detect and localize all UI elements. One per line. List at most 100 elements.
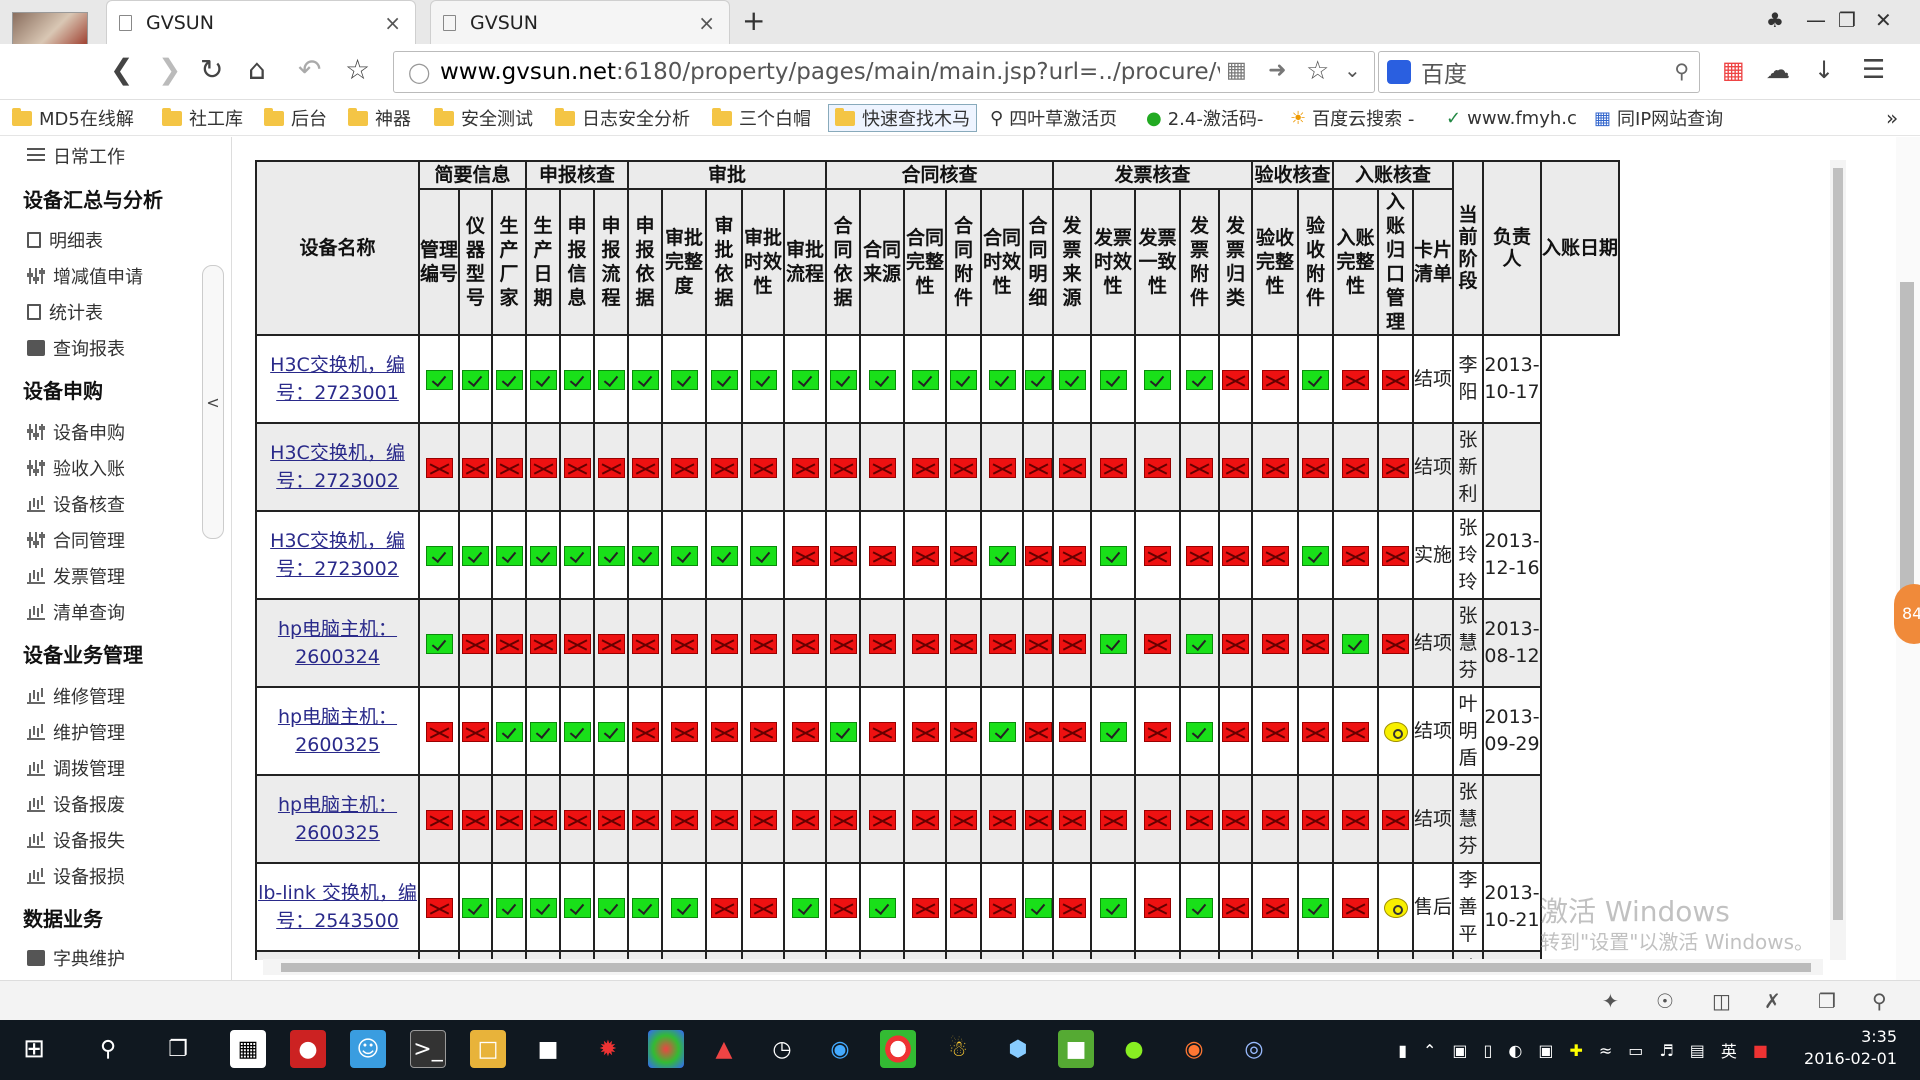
check-fail-icon[interactable] [462, 721, 489, 742]
check-pass-icon[interactable] [1024, 369, 1052, 390]
check-fail-icon[interactable] [1342, 721, 1369, 742]
check-fail-icon[interactable] [1302, 721, 1329, 742]
clock[interactable]: 3:35 2016-02-01 [1804, 1027, 1897, 1068]
lightning-icon[interactable]: ➜ [1268, 58, 1287, 83]
check-fail-icon[interactable] [911, 457, 939, 478]
chat-icon[interactable]: ☺ [350, 1030, 386, 1068]
sidebar-item-invoice[interactable]: 发票管理 [27, 563, 125, 589]
check-fail-icon[interactable] [1261, 721, 1289, 742]
search-icon[interactable]: ⚲ [99, 1036, 117, 1062]
close-tab-icon[interactable]: × [384, 11, 401, 35]
check-pass-icon[interactable] [749, 369, 777, 390]
check-fail-icon[interactable] [563, 809, 591, 830]
check-fail-icon[interactable] [1222, 369, 1249, 390]
firefox-icon[interactable]: ◉ [1184, 1036, 1204, 1062]
check-fail-icon[interactable] [495, 457, 523, 478]
check-fail-icon[interactable] [1058, 721, 1086, 742]
bookmark-same-ip[interactable]: ▦ 同IP网站查询 [1594, 107, 1724, 131]
volume-icon[interactable]: ♬ [1659, 1040, 1674, 1060]
check-fail-icon[interactable] [911, 897, 939, 918]
check-fail-icon[interactable] [1024, 809, 1052, 830]
restore-button[interactable]: ❐ [1838, 8, 1856, 32]
check-fail-icon[interactable] [1058, 545, 1086, 566]
check-pass-icon[interactable] [597, 545, 625, 566]
check-fail-icon[interactable] [868, 545, 896, 566]
sidebar-item-dictionary[interactable]: 字典维护 [27, 945, 125, 971]
check-fail-icon[interactable] [950, 545, 977, 566]
tray-app-icon[interactable]: ■ [1752, 1040, 1768, 1060]
globe-icon[interactable]: ◎ [1244, 1036, 1264, 1062]
apps-icon[interactable]: ▦ [1722, 56, 1745, 84]
sidebar-item-list-query[interactable]: 清单查询 [27, 599, 125, 625]
check-fail-icon[interactable] [1382, 809, 1409, 830]
check-pass-icon[interactable] [988, 369, 1016, 390]
check-pass-icon[interactable] [1099, 897, 1127, 918]
device-link[interactable]: hp电脑主机：2600324 [277, 618, 398, 668]
check-fail-icon[interactable] [829, 633, 857, 654]
check-pass-icon[interactable] [529, 369, 557, 390]
check-fail-icon[interactable] [710, 897, 738, 918]
address-bar[interactable]: ◯ www.gvsun.net:6180/property/pages/main… [393, 51, 1375, 93]
check-fail-icon[interactable] [462, 809, 489, 830]
check-pass-icon[interactable] [868, 897, 896, 918]
usb-icon[interactable]: ▯ [1483, 1040, 1493, 1060]
check-pass-icon[interactable] [563, 545, 591, 566]
sidebar-item-repair[interactable]: 维修管理 [27, 683, 125, 709]
bookmark-star-icon[interactable]: ☆ [1306, 56, 1330, 86]
check-fail-icon[interactable] [868, 809, 896, 830]
check-pass-icon[interactable] [1302, 545, 1329, 566]
chevron-up-icon[interactable]: ⌃ [1423, 1040, 1437, 1060]
check-pass-icon[interactable] [1186, 369, 1213, 390]
check-fail-icon[interactable] [529, 809, 557, 830]
clock-app-icon[interactable]: ◷ [772, 1036, 792, 1062]
tray-app-icon[interactable]: ▣ [1452, 1040, 1468, 1060]
check-pass-icon[interactable] [1099, 721, 1127, 742]
check-pass-icon[interactable] [1186, 721, 1213, 742]
check-fail-icon[interactable] [988, 457, 1016, 478]
check-pass-icon[interactable] [670, 545, 698, 566]
close-window-button[interactable]: ✕ [1875, 8, 1892, 32]
check-fail-icon[interactable] [1261, 809, 1289, 830]
qq-icon[interactable]: ☃ [948, 1036, 968, 1062]
check-fail-icon[interactable] [1261, 369, 1289, 390]
table-horizontal-scrollbar[interactable] [263, 959, 1823, 975]
check-fail-icon[interactable] [1261, 633, 1289, 654]
bookmark-trojan-finder[interactable]: 快速查找木马 [828, 104, 977, 132]
check-fail-icon[interactable] [1024, 457, 1052, 478]
check-fail-icon[interactable] [1024, 721, 1052, 742]
app-icon[interactable]: ▲ [715, 1036, 733, 1062]
check-fail-icon[interactable] [791, 457, 819, 478]
check-fail-icon[interactable] [1222, 721, 1249, 742]
bookmark-whitehat[interactable]: 三个白帽 [712, 104, 811, 132]
check-fail-icon[interactable] [1144, 721, 1171, 742]
check-pass-icon[interactable] [988, 721, 1016, 742]
check-fail-icon[interactable] [1342, 809, 1369, 830]
check-fail-icon[interactable] [1382, 369, 1409, 390]
sidebar-item-maintenance[interactable]: 维护管理 [27, 719, 125, 745]
check-fail-icon[interactable] [670, 633, 698, 654]
check-pass-icon[interactable] [1302, 369, 1329, 390]
check-pass-icon[interactable] [495, 897, 523, 918]
check-fail-icon[interactable] [1261, 457, 1289, 478]
bookmark-baidu-cloud[interactable]: ☀ 百度云搜索 - [1290, 107, 1415, 131]
check-pass-icon[interactable] [425, 545, 453, 566]
check-fail-icon[interactable] [1024, 545, 1052, 566]
check-fail-icon[interactable] [791, 809, 819, 830]
reload-icon[interactable]: ↻ [200, 53, 224, 86]
check-fail-icon[interactable] [950, 721, 977, 742]
notification-icon[interactable]: ▤ [1689, 1040, 1705, 1060]
check-fail-icon[interactable] [1261, 897, 1289, 918]
check-fail-icon[interactable] [749, 897, 777, 918]
check-fail-icon[interactable] [462, 633, 489, 654]
bookmark-security-test[interactable]: 安全测试 [434, 104, 533, 132]
skin-icon[interactable]: ♣ [1766, 8, 1784, 32]
ime-indicator[interactable]: 英 [1720, 1042, 1737, 1061]
sidebar-collapse-button[interactable]: < [202, 265, 224, 539]
check-fail-icon[interactable] [868, 721, 896, 742]
check-fail-icon[interactable] [495, 809, 523, 830]
check-fail-icon[interactable] [1302, 457, 1329, 478]
zoom-icon[interactable]: ⚲ [1872, 989, 1887, 1013]
check-pass-icon[interactable] [462, 545, 489, 566]
check-fail-icon[interactable] [1058, 809, 1086, 830]
sidebar-item-value-change[interactable]: 增减值申请 [27, 263, 143, 289]
